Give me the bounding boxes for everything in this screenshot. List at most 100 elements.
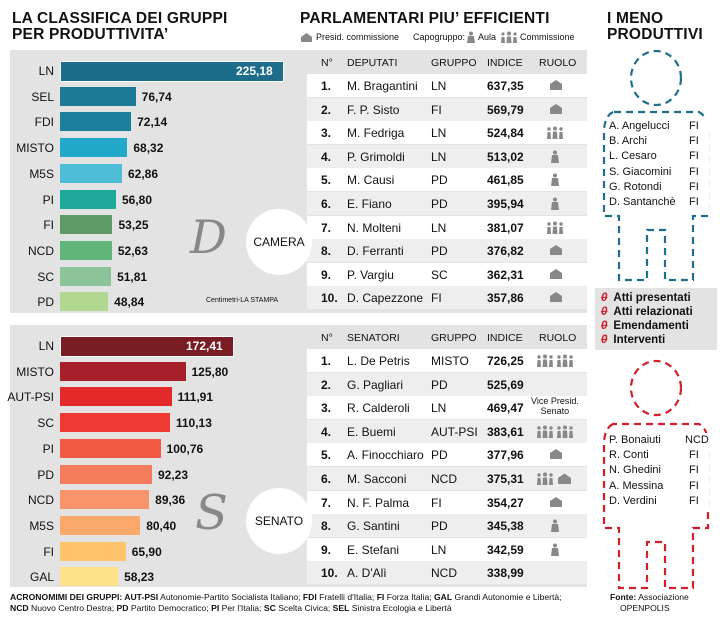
- criteria-item: 0 Emendamenti: [601, 320, 689, 332]
- source-label: Fonte:: [610, 592, 637, 602]
- capogruppo-commissione-icon: [535, 354, 573, 370]
- col-group: GRUPPO: [431, 332, 477, 344]
- row-rank: 7.: [321, 220, 332, 235]
- role-legend: Presid. commissione Capogruppo: Aula Com…: [300, 31, 590, 45]
- acronym-text: Per l'Italia;: [219, 603, 264, 613]
- camera-bar: [60, 86, 136, 106]
- row-name: D. Ferranti: [347, 244, 404, 259]
- least-item: A. Angelucci FI: [609, 120, 707, 132]
- senato-chart-panel: LN 172,41 MISTO 125,80 AUT-PSI 111,91 SC 110,13…: [7, 325, 297, 587]
- row-name: P. Grimoldi: [347, 149, 405, 164]
- capogruppo-aula-icon: [549, 519, 561, 535]
- least-name: G. Rotondi: [609, 180, 662, 193]
- acronym-key: ACRONOMIMI DEI GRUPPI:: [10, 592, 125, 602]
- least-name: N. Ghedini: [609, 464, 661, 477]
- row-rank: 1.: [321, 79, 332, 93]
- table-row: 4. P. Grimoldi LN 513,02: [307, 144, 587, 168]
- deputati-header: N° DEPUTATI GRUPPO INDICE RUOLO: [307, 50, 587, 72]
- right-title-line2: PRODUTTIVI: [607, 26, 703, 43]
- criteria-label: Interventi: [613, 334, 666, 346]
- acronym-key: SEL: [332, 603, 350, 613]
- senato-bar: [60, 515, 141, 535]
- acronym-text: Sinistra Ecologia e Libertà: [349, 603, 452, 613]
- legend-commissione: Commissione: [520, 32, 575, 42]
- right-title: I MENO PRODUTTIVI: [607, 11, 703, 43]
- presid-commissione-icon: [549, 79, 563, 94]
- acronym-key: AUT-PSI: [124, 592, 159, 602]
- camera-category-label: LN: [38, 64, 54, 78]
- senato-category-label: AUT-PSI: [7, 390, 54, 405]
- acronym-key: GAL: [434, 592, 453, 602]
- capogruppo-aula-icon: [549, 150, 561, 166]
- row-index: 362,31: [487, 267, 524, 282]
- senatori-table: N° SENATORI GRUPPO INDICE RUOLO 1. L. De …: [307, 325, 587, 587]
- capogruppo-aula-icon: [549, 543, 561, 559]
- row-name: M. Fedriga: [347, 126, 405, 141]
- row-group: LN: [431, 149, 447, 164]
- camera-bar: [60, 112, 132, 132]
- least-name: D. Santanchè: [609, 196, 676, 208]
- acronyms-line-1: ACRONOMIMI DEI GRUPPI: AUT-PSI Autonomie…: [10, 592, 600, 603]
- row-rank: 6.: [321, 472, 332, 486]
- camera-value-label: 56,80: [121, 192, 153, 207]
- criteria-item: 0 Interventi: [601, 334, 665, 346]
- senato-value-label: 92,23: [158, 467, 189, 482]
- camera-bar: [60, 189, 116, 209]
- row-name: A. D'Alì: [347, 566, 387, 581]
- acronym-text: Fratelli d'Italia;: [316, 592, 377, 602]
- row-rank: 9.: [321, 267, 332, 282]
- table-row: 7. N. Molteni LN 381,07: [307, 215, 587, 239]
- acronym-text: Grandi Autonomie e Libertà;: [452, 592, 562, 602]
- table-row: 5. A. Finocchiaro PD 377,96: [307, 443, 587, 467]
- camera-category-label: FDI: [34, 115, 54, 130]
- row-group: FI: [431, 102, 442, 117]
- camera-value-label: 48,84: [114, 295, 145, 310]
- senato-value-label: 80,40: [146, 518, 177, 533]
- row-index: 377,96: [487, 448, 524, 463]
- senato-bar: [60, 490, 150, 510]
- row-rank: 10.: [321, 566, 338, 581]
- table-row: 3. M. Fedriga LN 524,84: [307, 121, 587, 145]
- criteria-label: Emendamenti: [613, 320, 689, 332]
- acronym-key: FI: [376, 592, 385, 602]
- presid-commissione-icon: [549, 291, 563, 306]
- acronym-text: Scelta Civica;: [275, 603, 333, 613]
- least-name: D. Verdini: [609, 494, 657, 507]
- acronym-key: PD: [116, 603, 129, 613]
- col-n: N°: [321, 332, 333, 344]
- acronym-key: NCD: [10, 603, 29, 613]
- criteria-label: Atti presentati: [613, 292, 691, 304]
- camera-bar: [60, 292, 109, 312]
- capogruppo-aula-icon: [549, 173, 561, 189]
- row-name: E. Fiano: [347, 197, 392, 211]
- least-item: S. Giacomini FI: [609, 166, 707, 178]
- legend-aula: Aula: [478, 32, 497, 42]
- row-rank: 2.: [321, 102, 332, 117]
- senato-bar: [60, 413, 170, 433]
- row-index: 381,07: [487, 220, 524, 235]
- least-item: G. Rotondi FI: [609, 181, 707, 193]
- row-index: 469,47: [487, 401, 524, 416]
- row-group: LN: [431, 220, 447, 235]
- camera-bar: [60, 266, 112, 286]
- table-row: 9. P. Vargiu SC 362,31: [307, 262, 587, 286]
- least-name: S. Giacomini: [609, 165, 672, 178]
- least-group: FI: [689, 494, 699, 507]
- senato-bar: [60, 464, 152, 484]
- row-rank: 9.: [321, 542, 332, 557]
- row-name: F. P. Sisto: [347, 102, 400, 117]
- camera-value-label: 72,14: [137, 115, 168, 130]
- table-row: 2. F. P. Sisto FI 569,79: [307, 97, 587, 121]
- table-row: 6. E. Fiano PD 395,94: [307, 192, 587, 215]
- row-group: FI: [431, 291, 442, 306]
- presid-icon: [300, 32, 313, 45]
- row-name: R. Calderoli: [347, 401, 410, 416]
- row-group: NCD: [431, 472, 457, 486]
- least-group: FI: [689, 180, 699, 193]
- camera-chart-panel: LN 225,18 SEL 76,74 FDI 72,14 MISTO 68,32 M5S 62,…: [10, 50, 297, 313]
- right-title-line1: I MENO: [607, 10, 664, 27]
- senato-category-label: PI: [42, 441, 54, 456]
- row-name: D. Capezzone: [347, 291, 424, 306]
- row-name: G. Pagliari: [347, 377, 404, 392]
- least-group: FI: [689, 165, 699, 178]
